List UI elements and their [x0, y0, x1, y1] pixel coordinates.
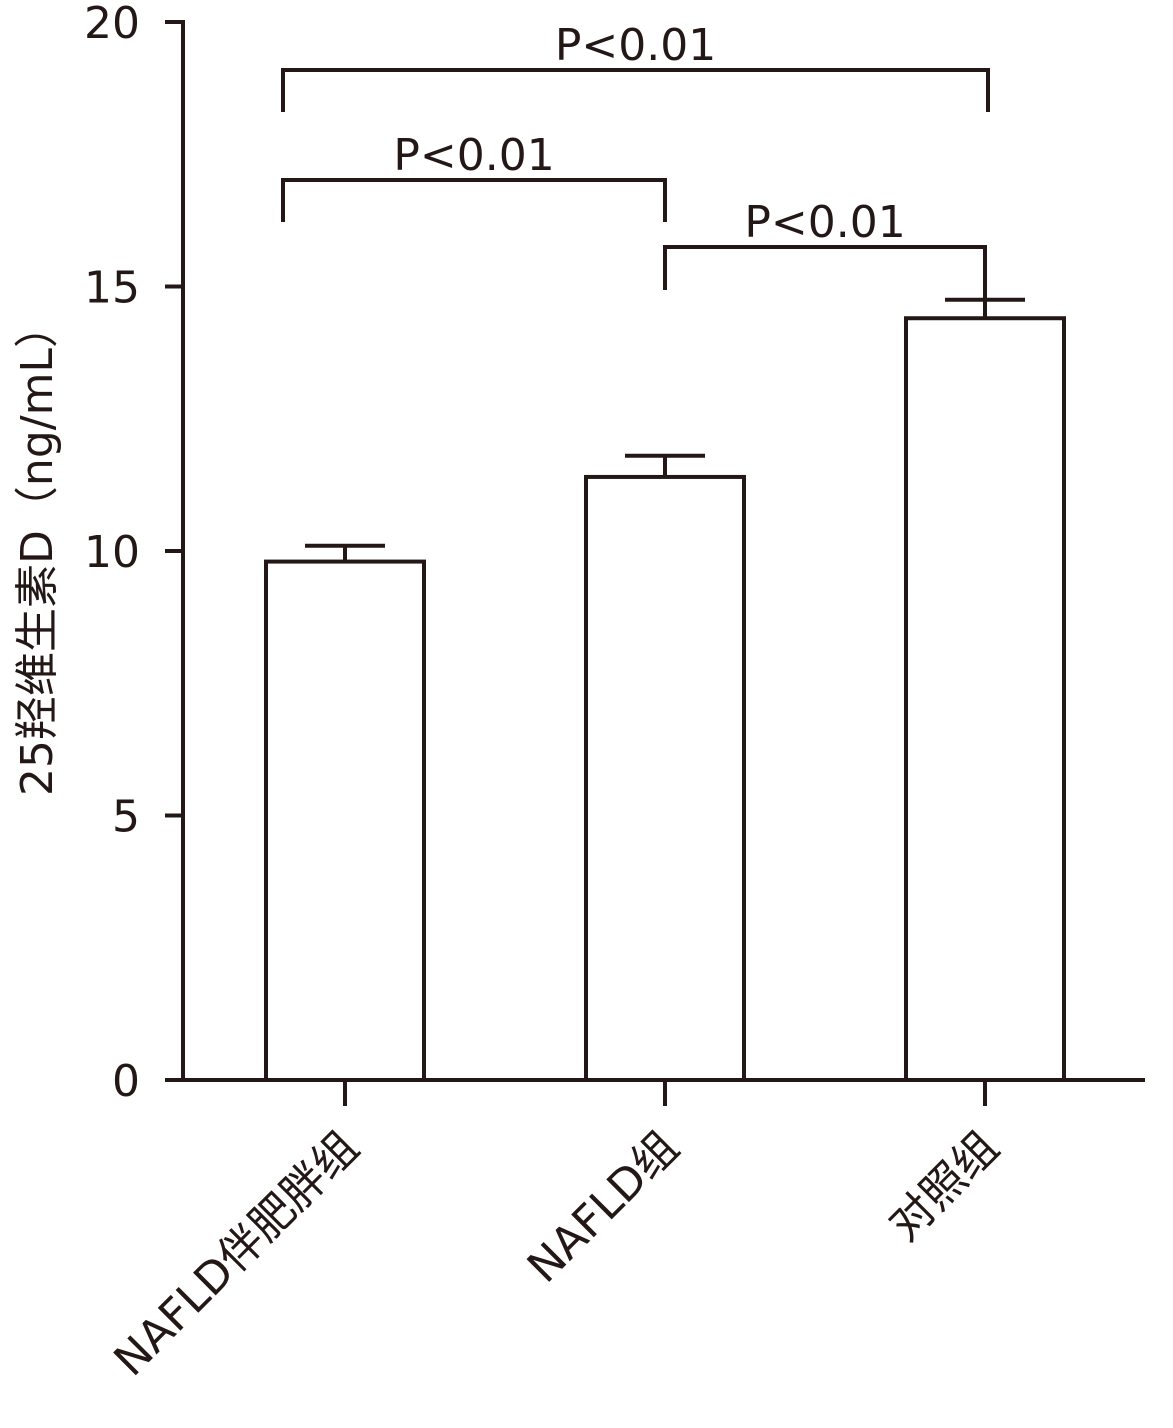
y-tick-label: 5	[112, 792, 140, 843]
bar	[904, 316, 1066, 1082]
y-tick-label: 10	[84, 527, 140, 578]
significance-label: P<0.01	[555, 20, 716, 71]
significance-label: P<0.01	[393, 130, 554, 181]
x-tick-label: 对照组	[879, 1122, 1008, 1251]
y-tick-label: 20	[84, 0, 140, 49]
significance-bracket	[281, 68, 990, 112]
y-axis-label: 25羟维生素D（ng/mL）	[12, 304, 63, 796]
significance-label: P<0.01	[744, 197, 905, 248]
bar	[584, 474, 746, 1082]
bar	[264, 559, 426, 1082]
y-tick-label: 0	[112, 1056, 140, 1107]
significance-bracket	[281, 178, 667, 222]
y-tick-label: 15	[84, 263, 140, 314]
x-tick-label: NAFLD伴肥胖组	[105, 1122, 369, 1386]
significance-bracket	[663, 245, 987, 300]
x-tick-label: NAFLD组	[518, 1122, 689, 1293]
